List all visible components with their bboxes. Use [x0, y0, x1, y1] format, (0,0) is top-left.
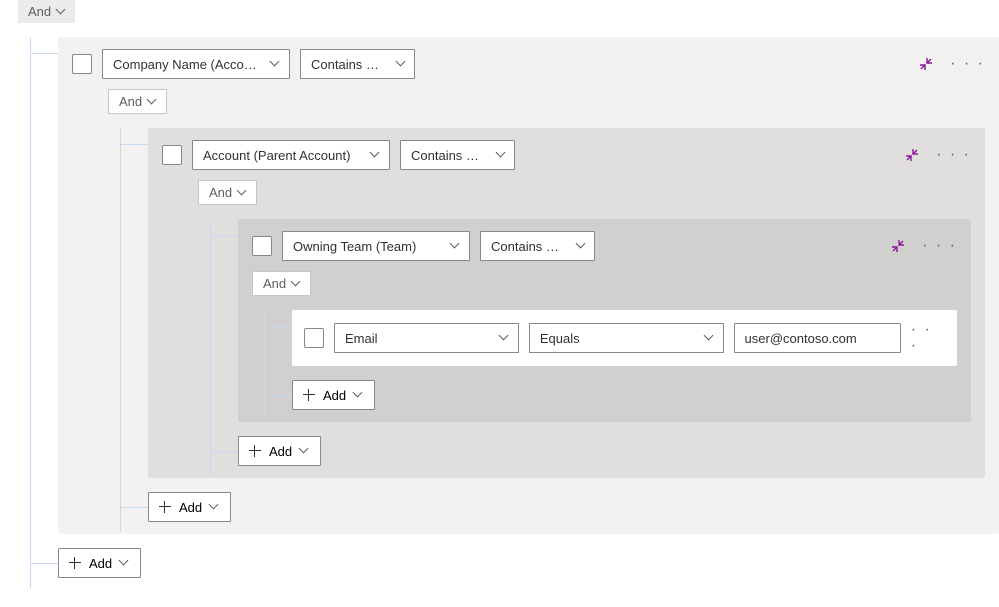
chevron-down-icon [57, 6, 67, 16]
row-checkbox[interactable] [162, 145, 182, 165]
collapse-icon[interactable] [890, 238, 906, 254]
add-button[interactable]: Add [292, 380, 375, 410]
operator-select[interactable]: Contains data [480, 231, 595, 261]
filter-group-panel: Account (Parent Account) Contains data [148, 128, 985, 478]
plus-icon [303, 389, 315, 401]
more-icon[interactable]: · · · [911, 322, 945, 354]
add-button[interactable]: Add [238, 436, 321, 466]
field-select-label: Account (Parent Account) [203, 148, 350, 163]
operator-select[interactable]: Contains data [400, 140, 515, 170]
chevron-down-icon [210, 501, 220, 511]
chevron-down-icon [371, 149, 381, 159]
field-select-label: Owning Team (Team) [293, 239, 416, 254]
connector-line [120, 507, 148, 508]
connector-line [264, 326, 292, 327]
row-checkbox[interactable] [72, 54, 92, 74]
connector-line [210, 219, 211, 476]
collapse-icon[interactable] [918, 56, 934, 72]
group-operator-label: And [119, 94, 142, 109]
plus-icon [249, 445, 261, 457]
value-input[interactable]: user@contoso.com [734, 323, 901, 353]
group-operator-label: And [209, 185, 232, 200]
connector-line [120, 128, 121, 532]
collapse-icon[interactable] [904, 147, 920, 163]
connector-line [210, 451, 238, 452]
operator-select-label: Equals [540, 331, 580, 346]
filter-group-panel: Owning Team (Team) Contains data [238, 219, 971, 422]
add-button-label: Add [323, 388, 346, 403]
add-button-label: Add [269, 444, 292, 459]
plus-icon [159, 501, 171, 513]
chevron-down-icon [577, 240, 586, 250]
operator-select[interactable]: Contains data [300, 49, 415, 79]
chevron-down-icon [292, 278, 302, 288]
chevron-down-icon [705, 332, 715, 342]
chevron-down-icon [451, 240, 461, 250]
more-icon[interactable]: · · · [936, 147, 971, 163]
chevron-down-icon [500, 332, 510, 342]
group-operator-button[interactable]: And [252, 271, 311, 296]
add-button[interactable]: Add [148, 492, 231, 522]
root-operator-label: And [28, 4, 51, 19]
more-icon[interactable]: · · · [950, 56, 985, 72]
connector-line [30, 37, 31, 588]
connector-line [210, 235, 238, 236]
condition-row: Email Equals [292, 310, 957, 366]
more-icon[interactable]: · · · [922, 238, 957, 254]
chevron-down-icon [397, 58, 406, 68]
chevron-down-icon [497, 149, 506, 159]
field-select-label: Email [345, 331, 378, 346]
chevron-down-icon [271, 58, 281, 68]
connector-line [264, 395, 292, 396]
connector-line [30, 53, 58, 54]
chevron-down-icon [148, 96, 158, 106]
field-select-label: Company Name (Accou… [113, 57, 257, 72]
connector-line [120, 144, 148, 145]
add-button-label: Add [89, 556, 112, 571]
root-operator-button[interactable]: And [18, 0, 75, 23]
group-operator-button[interactable]: And [198, 180, 257, 205]
add-button-label: Add [179, 500, 202, 515]
group-operator-button[interactable]: And [108, 89, 167, 114]
filter-group-panel: Company Name (Accou… Contains data · · · [58, 37, 999, 534]
field-select[interactable]: Email [334, 323, 519, 353]
chevron-down-icon [238, 187, 248, 197]
plus-icon [69, 557, 81, 569]
connector-line [30, 563, 58, 564]
row-checkbox[interactable] [304, 328, 324, 348]
operator-select-label: Contains data [411, 148, 483, 163]
group-operator-label: And [263, 276, 286, 291]
field-select[interactable]: Owning Team (Team) [282, 231, 470, 261]
value-input-text: user@contoso.com [745, 331, 857, 346]
field-select[interactable]: Company Name (Accou… [102, 49, 290, 79]
operator-select-label: Contains data [491, 239, 563, 254]
add-button[interactable]: Add [58, 548, 141, 578]
row-checkbox[interactable] [252, 236, 272, 256]
chevron-down-icon [120, 557, 130, 567]
operator-select[interactable]: Equals [529, 323, 724, 353]
chevron-down-icon [354, 389, 364, 399]
operator-select-label: Contains data [311, 57, 383, 72]
field-select[interactable]: Account (Parent Account) [192, 140, 390, 170]
chevron-down-icon [300, 445, 310, 455]
